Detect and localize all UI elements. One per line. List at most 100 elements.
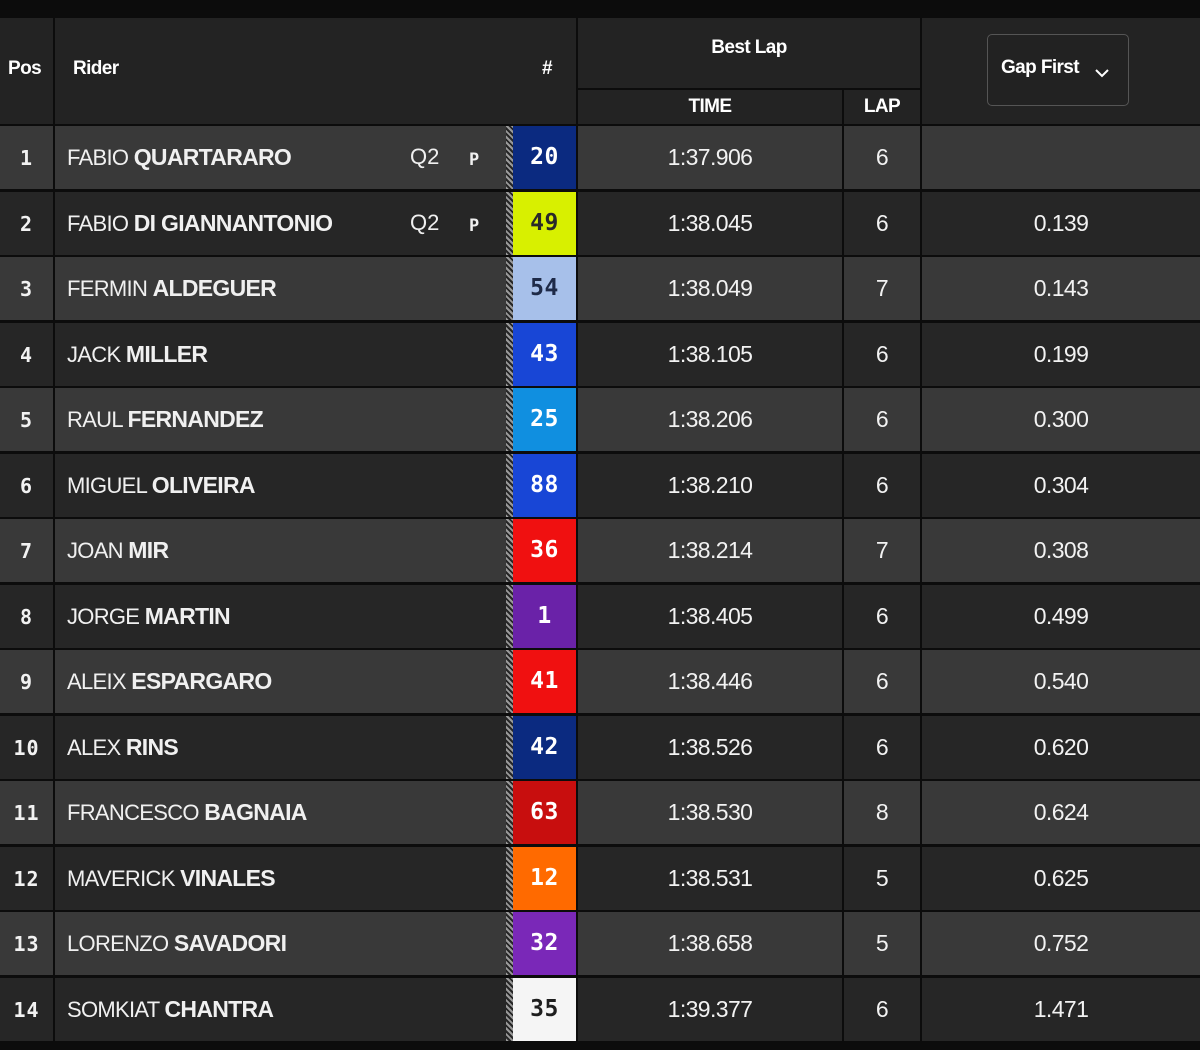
rider-last-name: RINS — [125, 734, 179, 760]
checker-strip — [506, 978, 513, 1041]
checker-strip — [506, 912, 513, 975]
lap-cell: 6 — [844, 388, 920, 451]
table-row[interactable]: 13 LORENZO SAVADORI 32 1:38.658 5 0.752 — [0, 912, 1200, 975]
rider-cell: JOAN MIR — [55, 519, 510, 582]
rider-name[interactable]: ALEIX ESPARGARO — [67, 668, 272, 695]
best-lap-time: 1:38.658 — [667, 930, 753, 956]
rider-name[interactable]: JACK MILLER — [67, 341, 208, 368]
gap-first: 0.199 — [1033, 341, 1089, 367]
best-lap-time: 1:38.531 — [667, 865, 753, 891]
table-row[interactable]: 6 MIGUEL OLIVEIRA 88 1:38.210 6 0.304 — [0, 454, 1200, 517]
header-best-lap-cell: Best Lap — [578, 18, 920, 88]
rider-first-name: MAVERICK — [67, 866, 175, 891]
rider-number-badge: 20 — [513, 126, 576, 189]
rider-name[interactable]: FABIO QUARTARARO — [67, 144, 292, 171]
gap-first: 0.540 — [1033, 668, 1089, 694]
gap-first: 0.499 — [1033, 603, 1089, 629]
rider-first-name: JACK — [67, 342, 121, 367]
pos-cell: 10 — [0, 716, 53, 779]
table-row[interactable]: 12 MAVERICK VINALES 12 1:38.531 5 0.625 — [0, 847, 1200, 910]
header-best-lap: Best Lap — [711, 37, 787, 58]
position: 8 — [19, 605, 34, 629]
time-cell: 1:38.526 — [578, 716, 842, 779]
position: 2 — [19, 212, 34, 236]
table-row[interactable]: 8 JORGE MARTIN 1 1:38.405 6 0.499 — [0, 585, 1200, 648]
rider-first-name: MIGUEL — [67, 473, 147, 498]
lap-cell: 6 — [844, 716, 920, 779]
gap-cell: 0.139 — [922, 192, 1200, 255]
table-row[interactable]: 1 FABIO QUARTARARO Q2 P 20 1:37.906 6 — [0, 126, 1200, 189]
rider-cell: SOMKIAT CHANTRA — [55, 978, 510, 1041]
rider-last-name: SAVADORI — [173, 930, 287, 956]
header-number: # — [542, 58, 553, 79]
rider-cell: ALEIX ESPARGARO — [55, 650, 510, 713]
table-row[interactable]: 11 FRANCESCO BAGNAIA 63 1:38.530 8 0.624 — [0, 781, 1200, 844]
gap-cell: 0.199 — [922, 323, 1200, 386]
gap-first: 0.139 — [1033, 210, 1089, 236]
best-lap-time: 1:38.105 — [667, 341, 753, 367]
rider-name[interactable]: SOMKIAT CHANTRA — [67, 996, 275, 1023]
time-cell: 1:38.105 — [578, 323, 842, 386]
best-lap-time: 1:37.906 — [667, 144, 753, 170]
rider-number-badge: 12 — [513, 847, 576, 910]
time-cell: 1:39.377 — [578, 978, 842, 1041]
table-row[interactable]: 9 ALEIX ESPARGARO 41 1:38.446 6 0.540 — [0, 650, 1200, 713]
number-cell: 20 — [513, 126, 576, 189]
table-row[interactable]: 3 FERMIN ALDEGUER 54 1:38.049 7 0.143 — [0, 257, 1200, 320]
gap-first: 0.624 — [1033, 799, 1089, 825]
rider-cell: ALEX RINS — [55, 716, 510, 779]
rider-name[interactable]: MIGUEL OLIVEIRA — [67, 472, 255, 499]
pos-cell: 12 — [0, 847, 53, 910]
gap-first: 0.143 — [1033, 275, 1089, 301]
rider-last-name: MILLER — [125, 341, 208, 367]
rider-name[interactable]: RAUL FERNANDEZ — [67, 406, 264, 433]
table-row[interactable]: 2 FABIO DI GIANNANTONIO Q2 P 49 1:38.045 6 0.13… — [0, 192, 1200, 255]
pos-cell: 11 — [0, 781, 53, 844]
time-cell: 1:38.206 — [578, 388, 842, 451]
rider-number-badge: 1 — [513, 585, 576, 648]
chevron-down-icon — [1095, 69, 1109, 78]
rider-name[interactable]: FRANCESCO BAGNAIA — [67, 799, 307, 826]
rider-name[interactable]: FERMIN ALDEGUER — [67, 275, 277, 302]
gap-cell: 0.143 — [922, 257, 1200, 320]
position: 6 — [19, 474, 34, 498]
table-row[interactable]: 5 RAUL FERNANDEZ 25 1:38.206 6 0.300 — [0, 388, 1200, 451]
rider-first-name: SOMKIAT — [67, 997, 160, 1022]
checker-strip — [506, 716, 513, 779]
rider-last-name: VINALES — [180, 865, 275, 891]
time-cell: 1:38.045 — [578, 192, 842, 255]
rider-name[interactable]: ALEX RINS — [67, 734, 179, 761]
best-lap-number: 6 — [875, 472, 889, 498]
table-header: Pos Rider # Best Lap TIME LAP Gap First — [0, 0, 1200, 124]
rider-cell: JORGE MARTIN — [55, 585, 510, 648]
rider-last-name: CHANTRA — [164, 996, 275, 1022]
pos-cell: 3 — [0, 257, 53, 320]
number-cell: 36 — [513, 519, 576, 582]
rider-first-name: FABIO — [67, 211, 129, 236]
rider-last-name: OLIVEIRA — [151, 472, 256, 498]
table-row[interactable]: 14 SOMKIAT CHANTRA 35 1:39.377 6 1.471 — [0, 978, 1200, 1041]
table-row[interactable]: 4 JACK MILLER 43 1:38.105 6 0.199 — [0, 323, 1200, 386]
table-row[interactable]: 10 ALEX RINS 42 1:38.526 6 0.620 — [0, 716, 1200, 779]
rider-name[interactable]: MAVERICK VINALES — [67, 865, 276, 892]
number-cell: 25 — [513, 388, 576, 451]
checker-strip — [506, 781, 513, 844]
rider-name[interactable]: JORGE MARTIN — [67, 603, 231, 630]
checker-strip — [506, 192, 513, 255]
rider-name[interactable]: FABIO DI GIANNANTONIO — [67, 210, 333, 237]
lap-cell: 6 — [844, 323, 920, 386]
gap-sort-dropdown[interactable]: Gap First — [987, 34, 1129, 106]
rider-name[interactable]: JOAN MIR — [67, 537, 169, 564]
rider-number-badge: 49 — [513, 192, 576, 255]
gap-sort-label: Gap First — [1001, 57, 1080, 78]
rider-last-name: QUARTARARO — [133, 144, 292, 170]
position: 12 — [13, 867, 40, 891]
time-cell: 1:37.906 — [578, 126, 842, 189]
header-time-cell: TIME — [578, 90, 842, 124]
best-lap-number: 6 — [875, 734, 889, 760]
rider-name[interactable]: LORENZO SAVADORI — [67, 930, 287, 957]
table-row[interactable]: 7 JOAN MIR 36 1:38.214 7 0.308 — [0, 519, 1200, 582]
gap-first: 0.308 — [1033, 537, 1089, 563]
lap-cell: 7 — [844, 257, 920, 320]
position: 5 — [19, 408, 34, 432]
